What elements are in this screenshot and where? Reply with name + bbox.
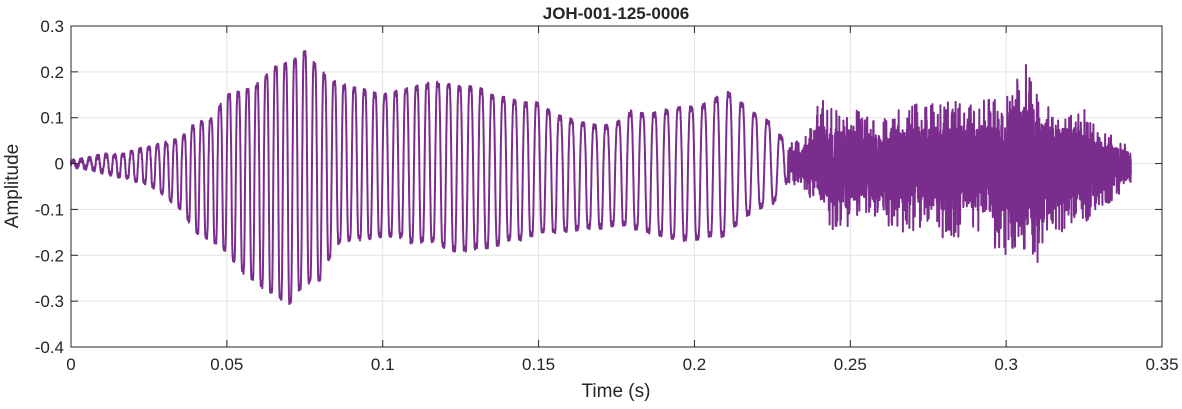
x-tick-label: 0.35 xyxy=(1145,355,1178,374)
y-tick-labels: -0.4 -0.3 -0.2 -0.1 0 0.1 0.2 0.3 xyxy=(35,17,64,357)
y-tick-label: 0 xyxy=(55,155,64,174)
chart-title: JOH-001-125-0006 xyxy=(543,4,689,23)
x-tick-label: 0.3 xyxy=(994,355,1018,374)
y-axis-label: Amplitude xyxy=(2,144,23,229)
y-tick-label: -0.1 xyxy=(35,200,64,219)
plot-area-frame xyxy=(70,25,1163,348)
series-waveform xyxy=(70,49,1132,306)
x-tick-label: 0.25 xyxy=(834,355,867,374)
x-tick-label: 0.15 xyxy=(522,355,555,374)
x-axis-label: Time (s) xyxy=(582,381,651,402)
y-tick-label: 0.2 xyxy=(40,63,64,82)
y-tick-label: 0.3 xyxy=(40,17,64,36)
x-tick-labels: 0 0.05 0.1 0.15 0.2 0.25 0.3 0.35 xyxy=(66,355,1178,374)
y-tick-label: -0.2 xyxy=(35,246,64,265)
y-tick-label: 0.1 xyxy=(40,109,64,128)
waveform-line xyxy=(70,49,1132,306)
axis-ticks xyxy=(70,25,1163,348)
x-tick-label: 0.2 xyxy=(683,355,707,374)
y-tick-label: -0.3 xyxy=(35,292,64,311)
x-tick-label: 0 xyxy=(66,355,75,374)
x-tick-label: 0.05 xyxy=(210,355,243,374)
x-tick-label: 0.1 xyxy=(371,355,395,374)
y-tick-label: -0.4 xyxy=(35,338,64,357)
